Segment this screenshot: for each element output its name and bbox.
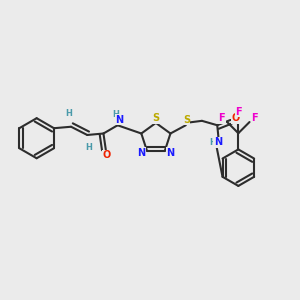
Text: S: S (183, 115, 190, 125)
Text: F: F (235, 107, 242, 117)
Text: H: H (209, 138, 216, 147)
Text: O: O (102, 150, 110, 160)
Text: N: N (115, 115, 123, 125)
Text: H: H (65, 109, 72, 118)
Text: F: F (218, 113, 225, 124)
Text: F: F (251, 113, 258, 124)
Text: N: N (137, 148, 146, 158)
Text: H: H (85, 143, 92, 152)
Text: S: S (152, 113, 160, 123)
Text: H: H (112, 110, 119, 118)
Text: N: N (166, 148, 174, 158)
Text: N: N (214, 137, 222, 147)
Text: O: O (232, 113, 240, 124)
